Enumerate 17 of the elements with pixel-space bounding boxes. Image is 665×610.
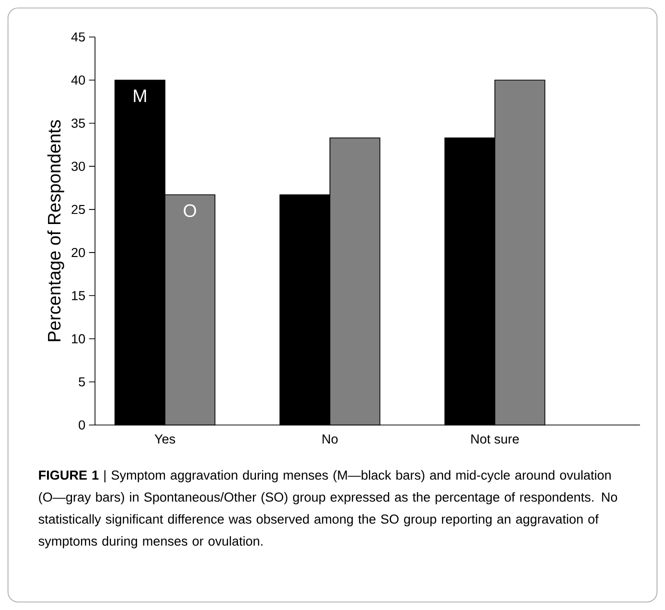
y-tick-label: 25 [72, 204, 85, 214]
series-label: M [134, 90, 146, 102]
series-label: O [184, 204, 196, 218]
y-tick-label: 5 [78, 377, 85, 386]
y-tick-label: 45 [71, 32, 85, 42]
x-tick-label: No [322, 434, 338, 444]
y-tick-label: 20 [72, 248, 85, 258]
y-tick-label: 30 [72, 162, 85, 171]
y-tick-label: 0 [78, 420, 85, 430]
y-tick-label: 10 [72, 334, 85, 344]
y-tick-label: 15 [72, 291, 85, 300]
x-tick-label: Yes [154, 434, 176, 444]
y-tick-label: 35 [72, 118, 85, 128]
y-tick-label: 40 [71, 76, 85, 85]
text: FIGURE 1 | Symptom aggravation during menses (M—black bars) and mid-cycle around ovulation (O—gray bars) in Spontaneous/Other (SO) group expressed as the percentage of respondents. No statistically significant difference was observed among the SO group reporting an aggravation of symptoms during menses or ovulation. [38, 470, 618, 548]
y-axis-title: Percentage of Respondents [47, 120, 64, 342]
x-tick-label: Not sure [471, 434, 519, 444]
